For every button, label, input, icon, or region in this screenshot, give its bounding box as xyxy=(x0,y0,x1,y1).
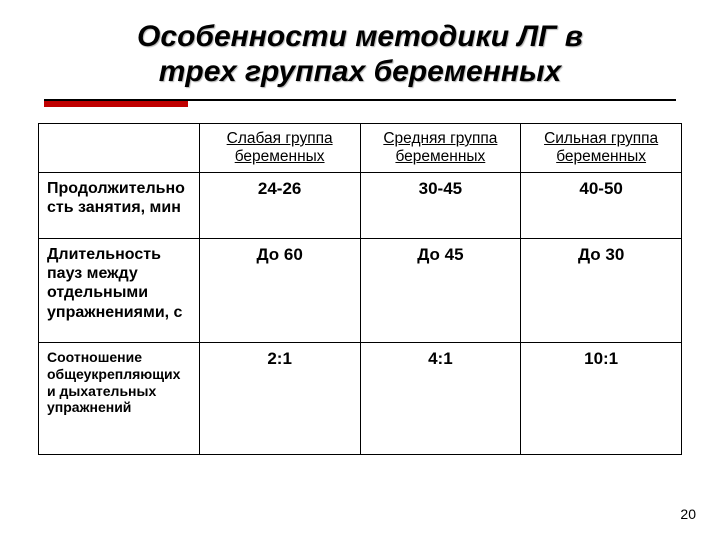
table-header-empty xyxy=(39,124,200,173)
cell-value: 2:1 xyxy=(199,343,360,455)
cell-value: До 60 xyxy=(199,239,360,343)
page-number: 20 xyxy=(680,506,696,522)
row-label: Длительность пауз между отдельными упраж… xyxy=(39,239,200,343)
table-header-col-1: Слабая группа беременных xyxy=(199,124,360,173)
data-table: Слабая группа беременных Средняя группа … xyxy=(38,123,682,455)
cell-value: 10:1 xyxy=(521,343,682,455)
cell-value: До 30 xyxy=(521,239,682,343)
cell-value: 24-26 xyxy=(199,173,360,239)
cell-value: 4:1 xyxy=(360,343,521,455)
cell-value: 40-50 xyxy=(521,173,682,239)
table-header-col-2: Средняя группа беременных xyxy=(360,124,521,173)
cell-value: 30-45 xyxy=(360,173,521,239)
row-label: Соотношение общеукрепляющих и дыхательны… xyxy=(39,343,200,455)
title-line-2: трех группах беременных xyxy=(159,55,562,88)
row-label: Продолжительность занятия, мин xyxy=(39,173,200,239)
title-underline xyxy=(44,99,676,107)
table-header-row: Слабая группа беременных Средняя группа … xyxy=(39,124,682,173)
table-row: Продолжительность занятия, мин 24-26 30-… xyxy=(39,173,682,239)
cell-value: До 45 xyxy=(360,239,521,343)
slide: Особенности методики ЛГ в трех группах б… xyxy=(0,0,720,540)
table-header-col-3: Сильная группа беременных xyxy=(521,124,682,173)
slide-title: Особенности методики ЛГ в трех группах б… xyxy=(38,20,682,89)
title-line-1: Особенности методики ЛГ в xyxy=(137,20,583,53)
underline-thick xyxy=(44,101,188,107)
table-row: Соотношение общеукрепляющих и дыхательны… xyxy=(39,343,682,455)
table-row: Длительность пауз между отдельными упраж… xyxy=(39,239,682,343)
